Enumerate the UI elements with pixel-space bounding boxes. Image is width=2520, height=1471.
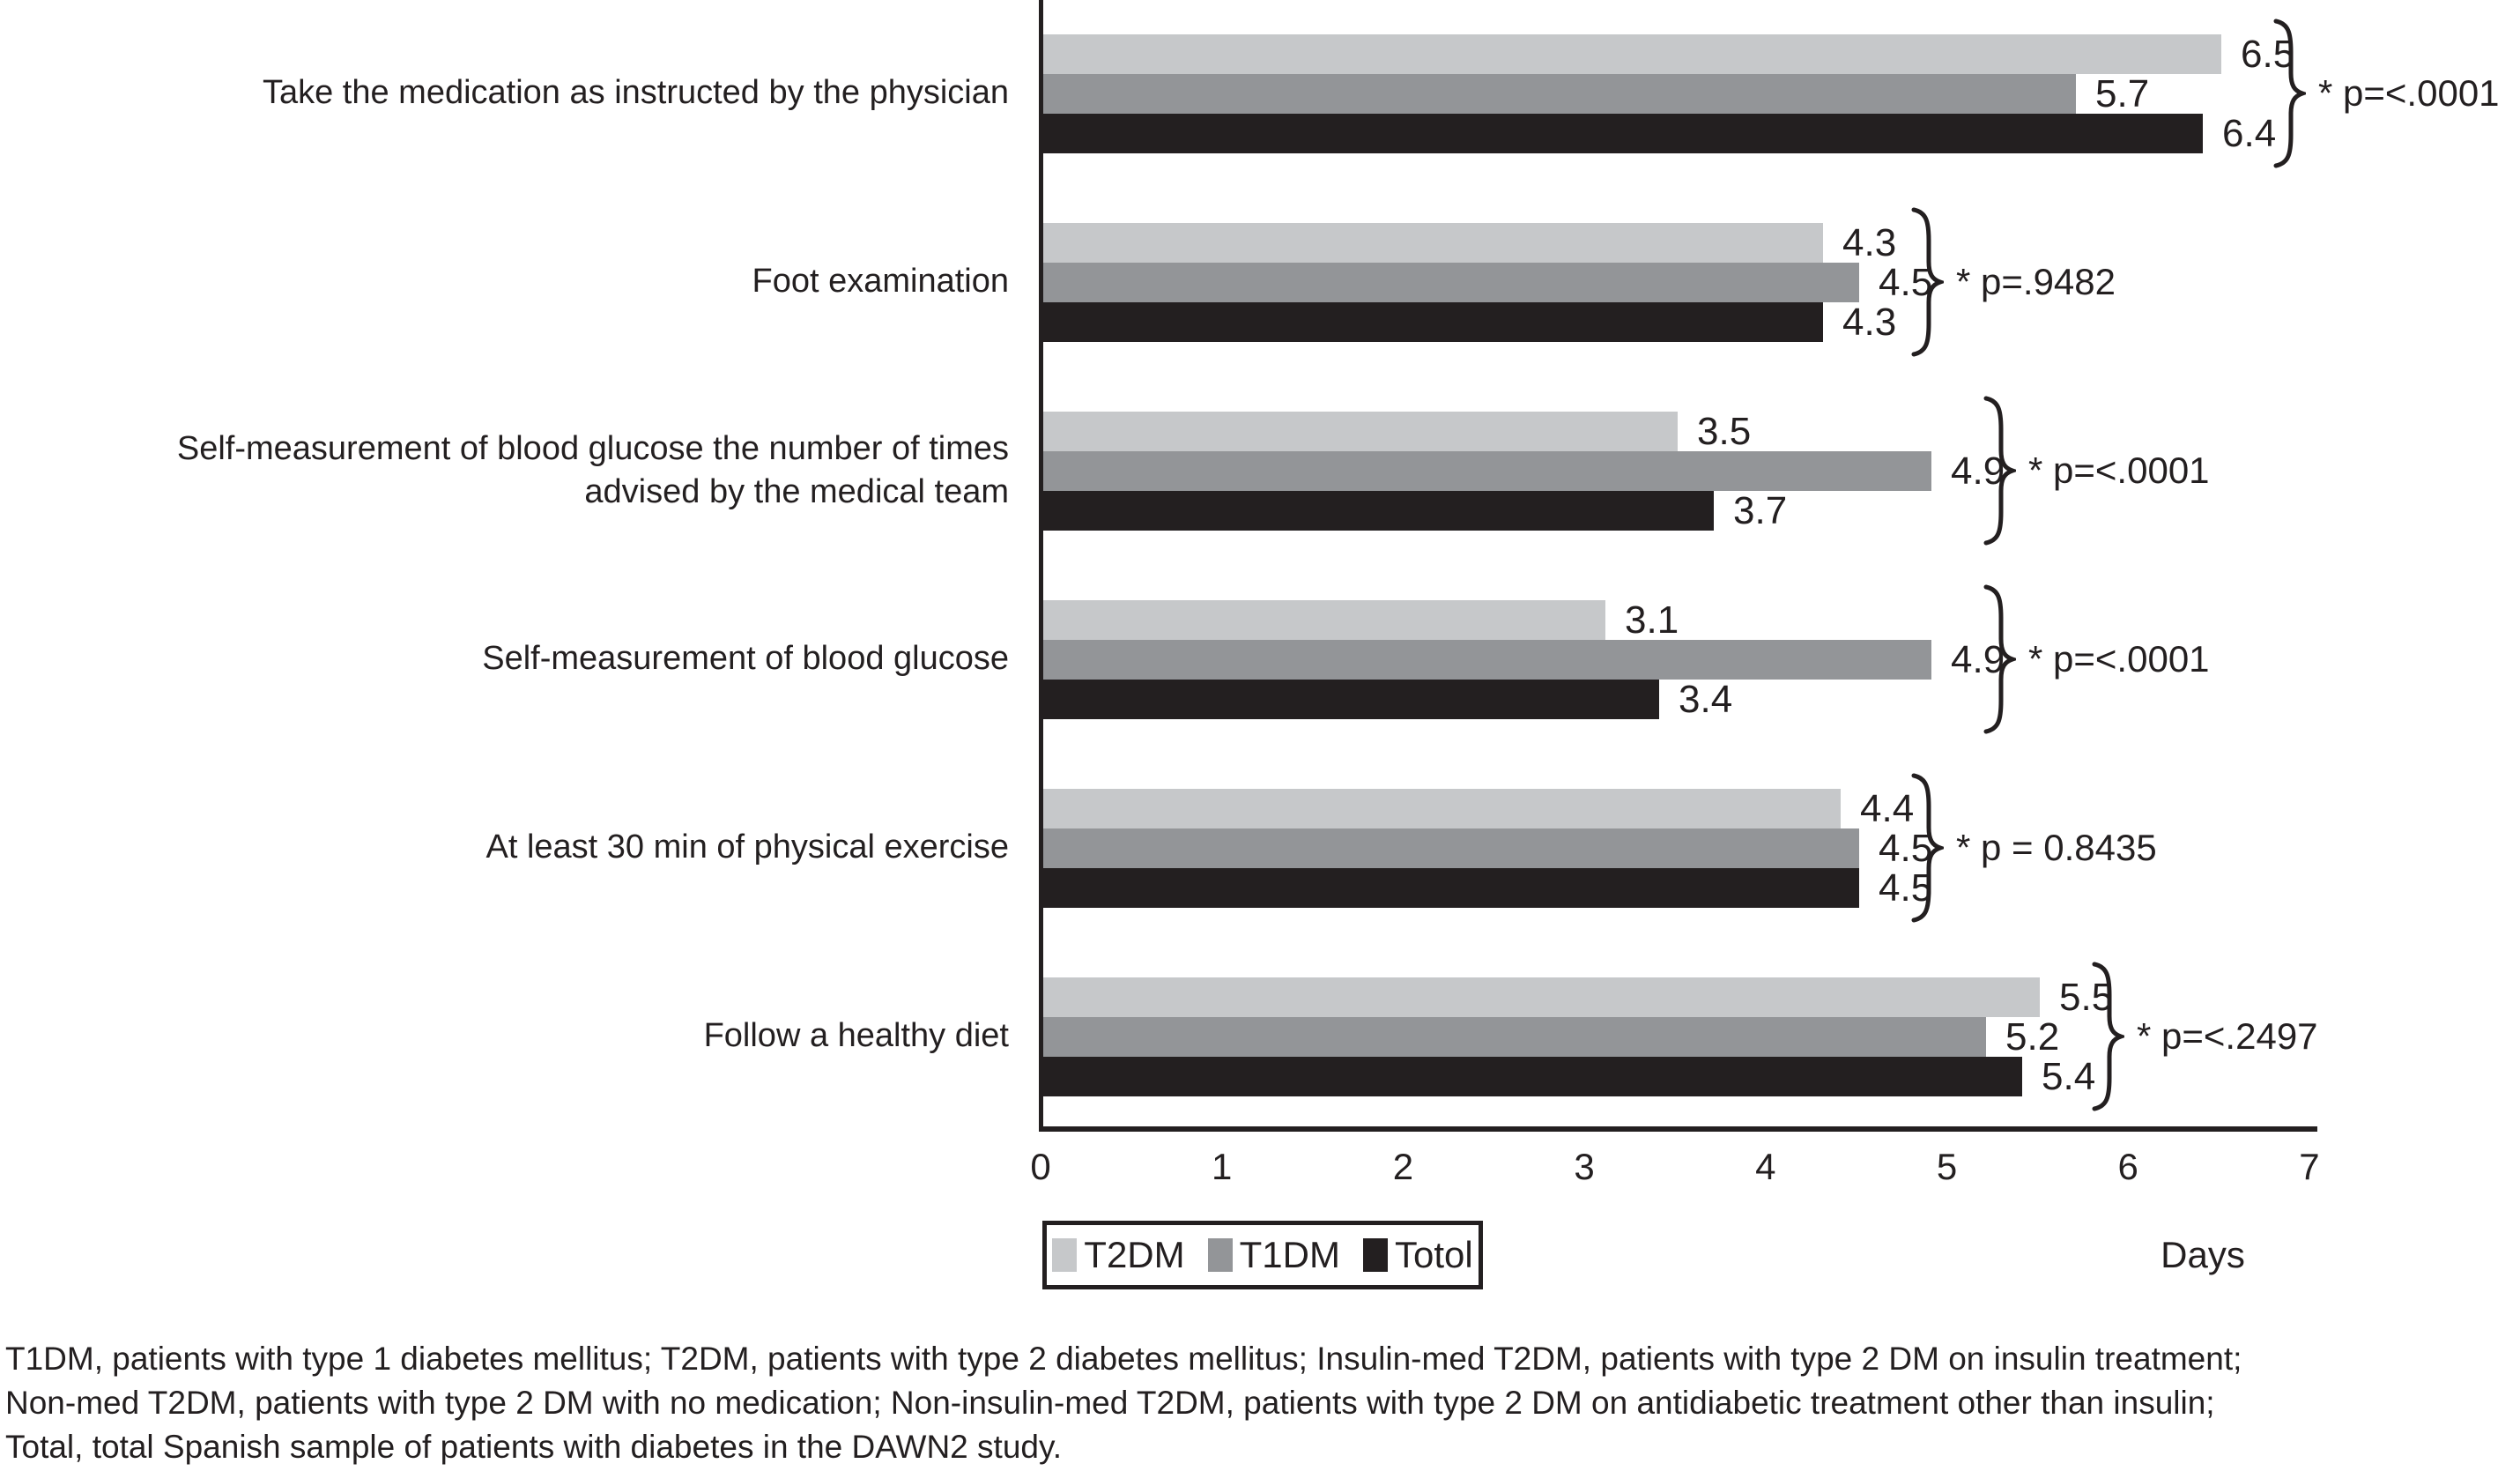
x-tick-label: 2 [1392, 1146, 1414, 1187]
category-label: At least 30 min of physical exercise [485, 828, 1010, 866]
bar-t1dm [1043, 73, 2076, 114]
value-label: 5.4 [2042, 1054, 2096, 1098]
significance-brace [1981, 584, 2020, 734]
p-value-label: * p=.9482 [1956, 261, 2116, 302]
legend-item: T2DM [1052, 1234, 1185, 1276]
value-label: 6.4 [2222, 111, 2277, 155]
bar-totol [1043, 490, 1714, 531]
value-label: 4.9 [1951, 637, 2005, 681]
value-label: 4.3 [1842, 300, 1897, 344]
value-label: 5.5 [2059, 975, 2114, 1019]
significance-brace [1909, 773, 1947, 923]
value-label: 3.5 [1697, 409, 1752, 453]
p-value-label: * p=<.0001 [2028, 449, 2210, 491]
bar-t1dm [1043, 1016, 1986, 1057]
bar-t2dm [1043, 33, 2221, 74]
bar-chart: Take the medication as instructed by the… [176, 0, 2500, 1289]
footnote-line: Non-med T2DM, patients with type 2 DM wi… [5, 1385, 2215, 1421]
p-value-label: * p=<.2497 [2137, 1015, 2318, 1057]
bar-totol [1043, 301, 1823, 342]
significance-brace [2089, 962, 2128, 1111]
bar-totol [1043, 679, 1659, 719]
x-tick-label: 6 [2117, 1146, 2138, 1187]
category-label: Follow a healthy diet [703, 1017, 1009, 1055]
x-axis-title: Days [2161, 1234, 2245, 1275]
bar-totol [1043, 113, 2203, 153]
value-label: 5.2 [2005, 1014, 2060, 1059]
legend-swatch-t2dm [1052, 1238, 1078, 1272]
value-label: 5.7 [2095, 71, 2150, 115]
bar-t2dm [1043, 222, 1823, 263]
legend-label: T1DM [1239, 1234, 1340, 1275]
p-value-label: * p = 0.8435 [1956, 827, 2157, 868]
x-tick-label: 1 [1212, 1146, 1233, 1187]
bar-t1dm [1043, 450, 1931, 491]
legend-item: T1DM [1207, 1234, 1340, 1276]
category-label: Self-measurement of blood glucose the nu… [176, 429, 1009, 510]
value-label: 4.4 [1860, 786, 1915, 830]
value-label: 4.3 [1842, 220, 1897, 264]
bar-t1dm [1043, 828, 1859, 868]
bar-t1dm [1043, 639, 1931, 680]
significance-brace [1981, 396, 2020, 546]
category-label: Foot examination [752, 263, 1010, 301]
bar-t2dm [1043, 977, 2040, 1017]
x-tick-label: 7 [2299, 1146, 2320, 1187]
x-tick-label: 3 [1574, 1146, 1595, 1187]
value-label: 6.5 [2241, 32, 2295, 76]
bar-t1dm [1043, 262, 1859, 302]
value-label: 4.9 [1951, 449, 2005, 493]
category-label: Take the medication as instructed by the… [262, 74, 1009, 112]
value-label: 3.7 [1733, 488, 1788, 532]
x-axis-line [1039, 1126, 2317, 1132]
legend-label: T2DM [1084, 1234, 1185, 1275]
legend-swatch-t1dm [1207, 1238, 1233, 1272]
footnote-line: Total, total Spanish sample of patients … [5, 1429, 1063, 1465]
significance-brace [2271, 19, 2309, 168]
legend-item: Totol [1362, 1234, 1473, 1276]
bar-totol [1043, 1056, 2022, 1096]
legend-swatch-totol [1362, 1238, 1388, 1272]
bar-t2dm [1043, 411, 1678, 451]
value-label: 3.4 [1679, 677, 1733, 721]
bar-t2dm [1043, 788, 1841, 828]
value-label: 4.5 [1879, 260, 1933, 304]
value-label: 4.5 [1879, 866, 1933, 910]
legend-box: T2DM T1DM Totol [1042, 1221, 1483, 1289]
value-label: 3.1 [1625, 598, 1679, 642]
legend-label: Totol [1394, 1234, 1473, 1275]
p-value-label: * p=<.0001 [2028, 638, 2210, 680]
significance-brace [1909, 207, 1947, 357]
footnote-line: T1DM, patients with type 1 diabetes mell… [5, 1341, 2242, 1377]
x-tick-label: 4 [1755, 1146, 1776, 1187]
bar-t2dm [1043, 599, 1605, 640]
x-tick-label: 0 [1030, 1146, 1051, 1187]
p-value-label: * p=<.0001 [2318, 72, 2500, 114]
category-label: Self-measurement of blood glucose [482, 640, 1009, 678]
bar-totol [1043, 867, 1859, 908]
value-label: 4.5 [1879, 826, 1933, 870]
x-tick-label: 5 [1936, 1146, 1958, 1187]
y-axis-line [1039, 0, 1043, 1130]
